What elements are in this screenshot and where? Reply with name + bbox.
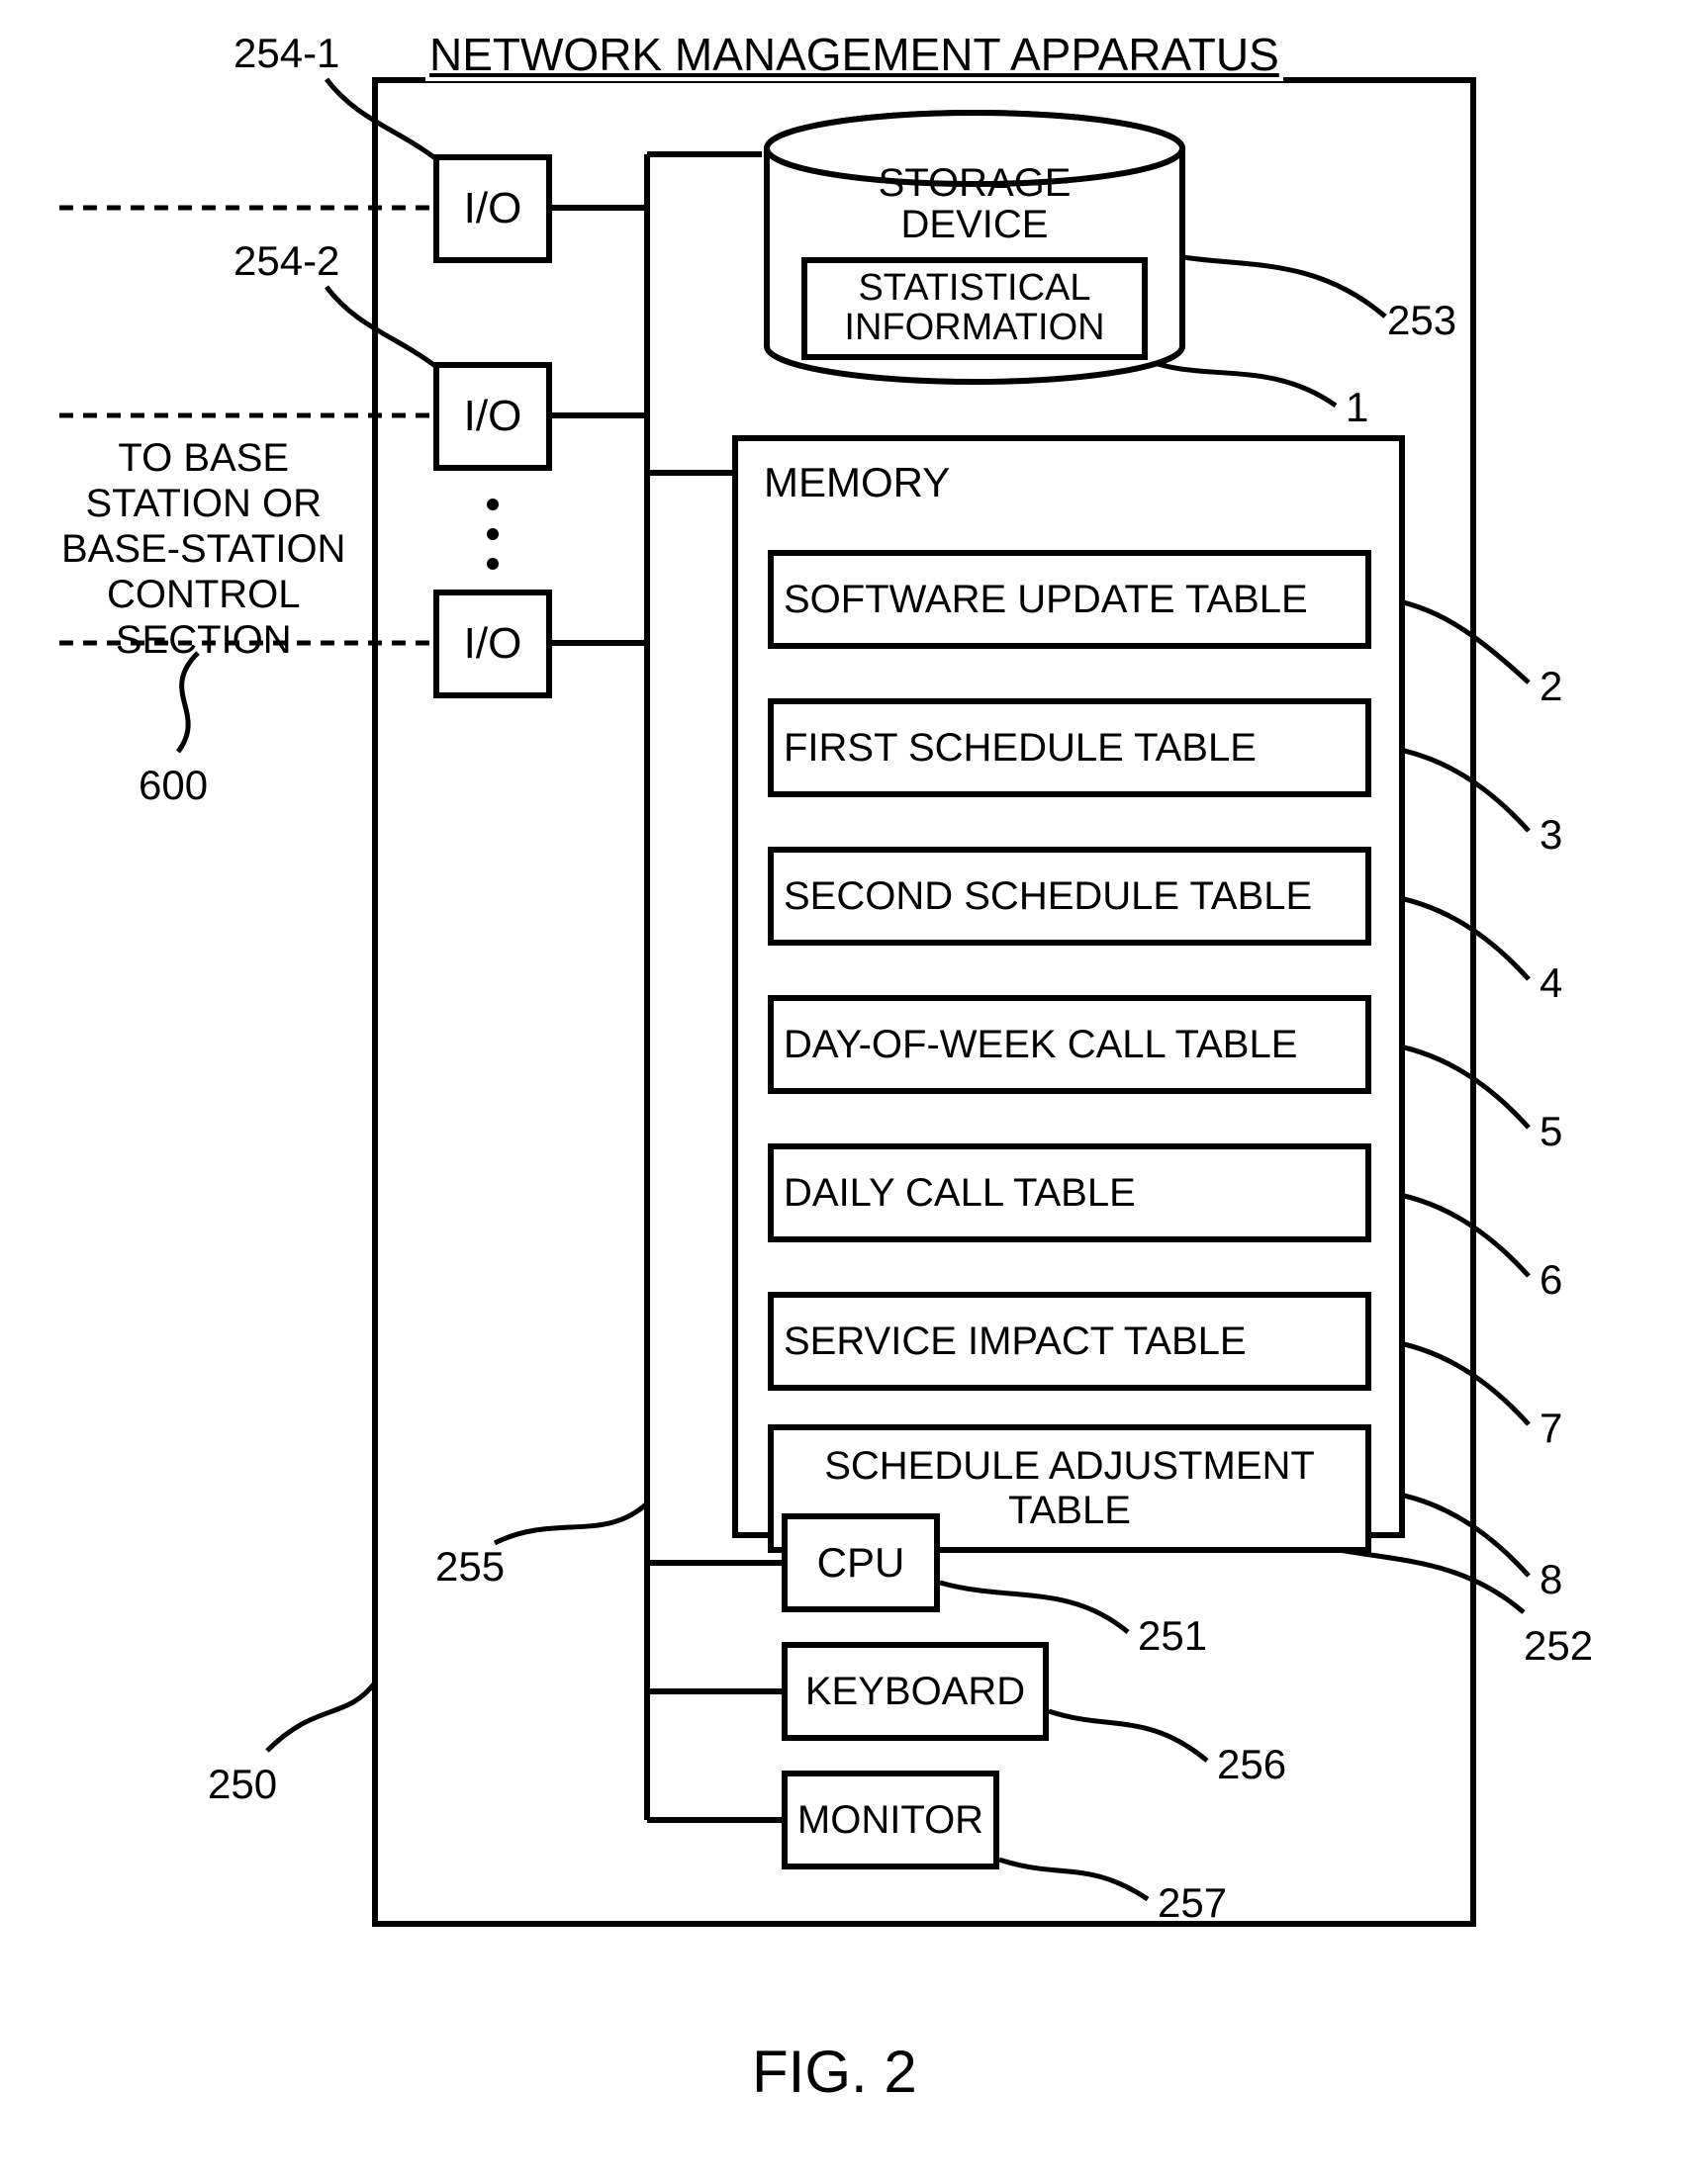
ref-250: 250 xyxy=(208,1761,277,1808)
ref-600: 600 xyxy=(139,762,208,809)
ref-6: 6 xyxy=(1540,1256,1562,1304)
figure-caption: FIG. 2 xyxy=(752,2038,917,2106)
storage-title: STORAGE DEVICE xyxy=(762,162,1187,245)
mem-item-5: SERVICE IMPACT TABLE xyxy=(768,1292,1371,1391)
mem-item-4: DAILY CALL TABLE xyxy=(768,1143,1371,1242)
statistical-info-box: STATISTICAL INFORMATION xyxy=(801,257,1148,360)
io-box-2: I/O xyxy=(433,362,552,471)
ref-4: 4 xyxy=(1540,959,1562,1007)
diagram-stage: NETWORK MANAGEMENT APPARATUS xyxy=(0,0,1681,2184)
ref-1: 1 xyxy=(1346,384,1368,431)
ref-253: 253 xyxy=(1387,297,1456,344)
ref-256: 256 xyxy=(1217,1741,1286,1788)
ref-251: 251 xyxy=(1138,1612,1207,1660)
ref-8: 8 xyxy=(1540,1556,1562,1603)
keyboard-box: KEYBOARD xyxy=(782,1642,1049,1741)
io-box-1: I/O xyxy=(433,154,552,263)
storage-cylinder: STORAGE DEVICE STATISTICAL INFORMATION xyxy=(762,109,1187,386)
monitor-box: MONITOR xyxy=(782,1771,999,1869)
ref-252: 252 xyxy=(1524,1622,1593,1670)
ref-254-2: 254-2 xyxy=(233,237,339,285)
external-dest-label: TO BASE STATION OR BASE-STATION CONTROL … xyxy=(61,435,345,663)
ref-254-1: 254-1 xyxy=(233,30,339,77)
cpu-box: CPU xyxy=(782,1513,940,1612)
mem-item-2: SECOND SCHEDULE TABLE xyxy=(768,847,1371,946)
ref-255: 255 xyxy=(435,1543,505,1591)
ref-257: 257 xyxy=(1158,1879,1227,1927)
mem-item-3: DAY-OF-WEEK CALL TABLE xyxy=(768,995,1371,1094)
ref-7: 7 xyxy=(1540,1405,1562,1452)
ref-2: 2 xyxy=(1540,663,1562,710)
ref-5: 5 xyxy=(1540,1108,1562,1155)
mem-item-1: FIRST SCHEDULE TABLE xyxy=(768,698,1371,797)
ref-3: 3 xyxy=(1540,811,1562,859)
memory-title: MEMORY xyxy=(764,459,950,506)
mem-item-0: SOFTWARE UPDATE TABLE xyxy=(768,550,1371,649)
io-box-n: I/O xyxy=(433,590,552,698)
